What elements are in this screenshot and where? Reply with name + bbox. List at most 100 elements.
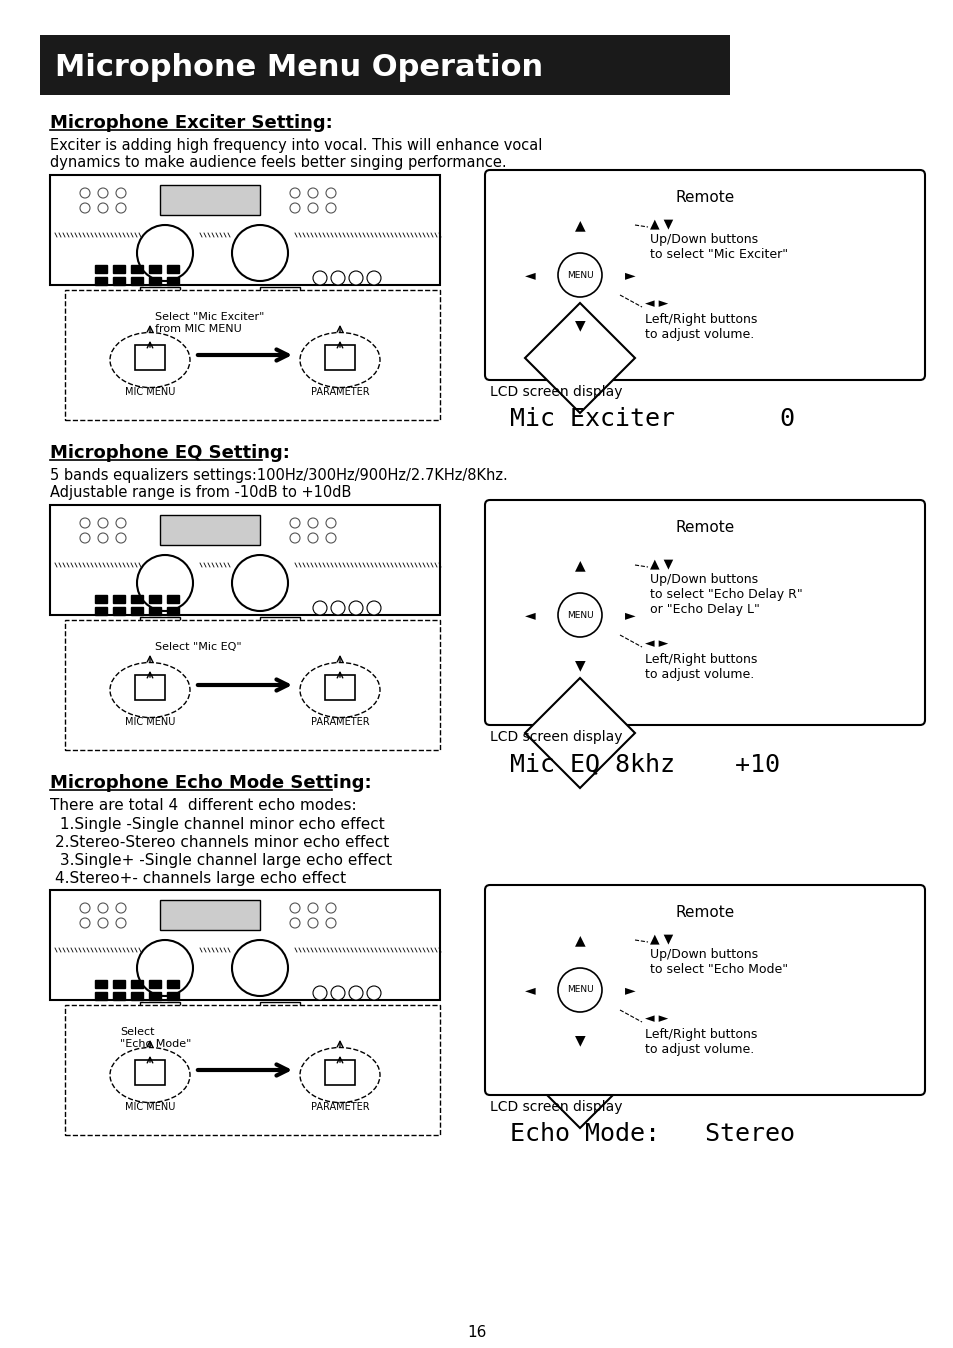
Bar [112,992,125,1000]
Circle shape [313,601,327,615]
Text: LCD screen display: LCD screen display [490,386,622,399]
Text: Up/Down buttons
to select "Mic Exciter": Up/Down buttons to select "Mic Exciter" [649,233,787,262]
Text: ▲: ▲ [574,558,585,572]
Circle shape [367,271,380,284]
Ellipse shape [110,662,190,717]
Text: ▲ ▼: ▲ ▼ [649,217,673,231]
Text: ▼: ▼ [574,318,585,332]
Bar [65,1006,439,1135]
Text: LCD screen display: LCD screen display [490,731,622,744]
Ellipse shape [299,662,379,717]
Bar [65,290,439,421]
Circle shape [349,985,363,1000]
Circle shape [349,271,363,284]
Circle shape [313,271,327,284]
Bar [112,980,125,988]
Text: Remote: Remote [675,520,734,535]
Text: MENU: MENU [566,611,593,620]
Text: ▲: ▲ [574,218,585,232]
Text: Up/Down buttons
to select "Echo Delay R"
or "Echo Delay L": Up/Down buttons to select "Echo Delay R"… [649,573,801,616]
Circle shape [137,940,193,996]
Bar [95,992,107,1000]
Text: 5 bands equalizers settings:100Hz/300Hz/900Hz/2.7KHz/8Khz.: 5 bands equalizers settings:100Hz/300Hz/… [50,468,507,483]
Bar [95,276,107,284]
Text: There are total 4  different echo modes:: There are total 4 different echo modes: [50,798,356,813]
Text: ►: ► [624,608,635,621]
Text: 1.Single -Single channel minor echo effect: 1.Single -Single channel minor echo effe… [55,817,384,832]
Ellipse shape [299,333,379,387]
Circle shape [367,601,380,615]
Bar [167,992,179,1000]
Ellipse shape [110,333,190,387]
Circle shape [232,555,288,611]
Circle shape [367,985,380,1000]
Text: Microphone Exciter Setting:: Microphone Exciter Setting: [50,115,333,132]
Text: Left/Right buttons
to adjust volume.: Left/Right buttons to adjust volume. [644,1029,757,1055]
Bar [131,980,143,988]
Text: ►: ► [624,983,635,998]
Bar [112,276,125,284]
Bar [149,594,161,603]
Bar [160,185,260,214]
Text: Up/Down buttons
to select "Echo Mode": Up/Down buttons to select "Echo Mode" [649,948,787,976]
Polygon shape [524,1018,635,1128]
Text: Adjustable range is from -10dB to +10dB: Adjustable range is from -10dB to +10dB [50,485,351,500]
Bar [112,266,125,274]
Bar [50,175,439,284]
FancyBboxPatch shape [484,500,924,725]
Bar [131,276,143,284]
Text: Select "Mic EQ": Select "Mic EQ" [154,642,241,652]
Text: ◄ ►: ◄ ► [644,1012,667,1024]
Bar [140,617,180,635]
Circle shape [331,985,345,1000]
Text: ◄ ►: ◄ ► [644,297,667,310]
Circle shape [137,225,193,280]
Text: Remote: Remote [675,905,734,919]
Text: MENU: MENU [566,271,593,279]
Bar [260,617,299,635]
Text: LCD screen display: LCD screen display [490,1100,622,1113]
Bar [112,594,125,603]
Ellipse shape [110,1047,190,1103]
Text: 2.Stereo-Stereo channels minor echo effect: 2.Stereo-Stereo channels minor echo effe… [55,834,389,851]
Bar [95,594,107,603]
Text: Left/Right buttons
to adjust volume.: Left/Right buttons to adjust volume. [644,313,757,341]
Bar [325,1060,355,1085]
Circle shape [331,271,345,284]
Bar [325,345,355,369]
Text: Left/Right buttons
to adjust volume.: Left/Right buttons to adjust volume. [644,652,757,681]
Bar [149,980,161,988]
Bar [135,345,165,369]
Text: dynamics to make audience feels better singing performance.: dynamics to make audience feels better s… [50,155,506,170]
Bar [40,35,729,94]
Text: Remote: Remote [675,190,734,205]
Circle shape [558,253,601,297]
Ellipse shape [299,1047,379,1103]
Text: ◄: ◄ [524,608,535,621]
Bar [95,266,107,274]
Bar [167,607,179,615]
Text: ▲ ▼: ▲ ▼ [649,557,673,570]
Bar [149,607,161,615]
Circle shape [558,968,601,1012]
Bar [167,594,179,603]
Text: Select
"Echo Mode": Select "Echo Mode" [120,1027,192,1049]
Bar [160,900,260,930]
Bar [135,1060,165,1085]
Text: ◄: ◄ [524,268,535,282]
Text: PARAMETER: PARAMETER [311,387,369,398]
Bar [131,266,143,274]
Circle shape [232,940,288,996]
Bar [65,620,439,749]
Text: Select "Mic Exciter"
from MIC MENU: Select "Mic Exciter" from MIC MENU [154,311,264,333]
Bar [95,980,107,988]
Text: Microphone Echo Mode Setting:: Microphone Echo Mode Setting: [50,774,372,793]
Bar [95,607,107,615]
Circle shape [331,601,345,615]
FancyBboxPatch shape [484,886,924,1095]
Text: ▼: ▼ [574,1033,585,1047]
Text: Mic EQ 8khz    +10: Mic EQ 8khz +10 [510,752,780,776]
Text: PARAMETER: PARAMETER [311,717,369,727]
Text: MIC MENU: MIC MENU [125,717,175,727]
Text: Microphone EQ Setting:: Microphone EQ Setting: [50,443,290,462]
